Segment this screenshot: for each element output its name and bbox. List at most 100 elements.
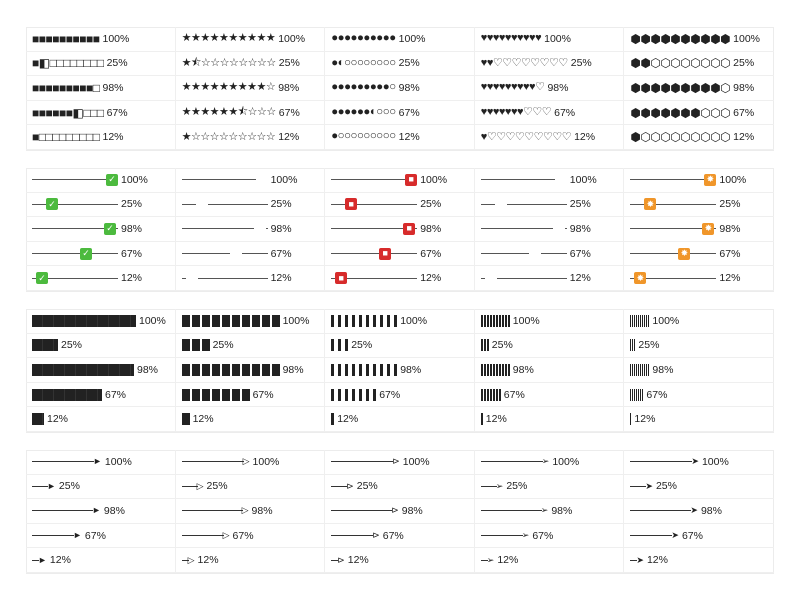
slider-cell: ✸ 67% [624, 242, 774, 267]
arrow-cell: ➤ 25% [624, 475, 774, 500]
slider-line-right [197, 277, 268, 279]
bar-cell: 98% [175, 358, 326, 383]
arrowhead-filled-icon: ► [47, 480, 56, 491]
progress-blocks [331, 339, 349, 352]
rating-cell: ♥♥♥♥♥♥♥♥♥♥ 100% [474, 27, 625, 52]
slider-line-left [181, 277, 186, 279]
arrow-shaft [630, 485, 647, 487]
rating-cell: ★⯪☆☆☆☆☆☆☆☆ 25% [175, 51, 326, 77]
progress-blocks [480, 388, 501, 401]
bar-cell: 98% [624, 358, 774, 383]
sun-icon: ✸ [678, 247, 691, 260]
slider-line-right [241, 253, 268, 255]
slider-cell: ◆ 12% [474, 266, 625, 291]
slider-track: ✸ [630, 173, 717, 187]
progress-arrow: ➢ [480, 457, 549, 466]
value-label: 12% [192, 413, 214, 426]
value-label: 98% [282, 363, 304, 376]
rating-cell: ★★★★★★⯪☆☆☆ 67% [175, 100, 326, 126]
slider-line-left [181, 179, 256, 181]
value-label: 98% [401, 504, 423, 517]
slider-track: ✸ [630, 271, 717, 285]
bar-cell: 98% [26, 358, 176, 383]
progress-blocks [480, 339, 489, 352]
value-label: 100% [278, 32, 306, 45]
progress-blocks [630, 413, 632, 426]
circle-icon-rating: ●◐○○○○○○○○ [331, 56, 396, 69]
slider-line-left [630, 203, 645, 205]
progress-arrow: ► [32, 555, 47, 565]
value-label: 12% [398, 131, 420, 144]
slider-line-left [32, 228, 104, 230]
diamond-icon: ◆ [557, 174, 565, 185]
slider-cell: ✓ 100% [26, 168, 176, 193]
arrow-cell: ► 98% [26, 499, 176, 524]
star-icon-rating: ★★★★★★⯪☆☆☆ [181, 106, 277, 119]
value-label: 67% [379, 388, 401, 401]
slider-line-right [391, 253, 418, 255]
arrowhead-narrow-icon: ➤ [690, 505, 698, 516]
bar-panel: 100% 100% 100% 100% 100% 25% 25% 25% 25% 25% 98% 98… [26, 309, 774, 433]
circle-icon-rating: ●○○○○○○○○○ [331, 130, 396, 143]
value-label: 12% [270, 272, 292, 285]
value-label: 98% [400, 363, 422, 376]
slider-track: ✓ [32, 247, 118, 261]
slider-track: ✓ [32, 197, 118, 211]
rating-cell: ●○○○○○○○○○ 12% [325, 125, 475, 150]
sun-icon: ✸ [702, 222, 715, 235]
value-label: 67% [232, 529, 254, 542]
slider-panel: ✓ 100% ★ 100% ■ 100% ◆ 100% ✸ 100% ✓ 25% ★ 25% ■ 25% ◆ 25… [26, 168, 774, 292]
value-label: 98% [733, 81, 755, 94]
bar-cell: 67% [624, 383, 774, 408]
rating-cell: ⬢⬢⬢⬢⬢⬢⬢⬢⬢⬡ 98% [624, 76, 774, 101]
rating-cell: ●●●●●●◐○○○ 67% [325, 100, 475, 126]
progress-arrow: ⊳ [331, 531, 380, 540]
bar-cell: 98% [474, 358, 625, 383]
slider-cell: ■ 67% [325, 241, 475, 267]
value-label: 100% [719, 173, 747, 186]
progress-arrow: ➢ [480, 555, 494, 565]
arrowhead-tag-icon: ⊳ [391, 505, 399, 516]
arrow-shaft [630, 510, 692, 512]
arrow-cell: ⊳ 25% [325, 474, 475, 500]
value-label: 67% [278, 106, 300, 119]
value-label: 25% [58, 480, 80, 493]
slider-track: ◆ [480, 173, 567, 187]
progress-arrow: ⊳ [331, 555, 345, 565]
slider-track: ✓ [32, 271, 118, 285]
checkmark-icon: ✓ [46, 198, 58, 211]
value-label: 25% [491, 339, 513, 352]
progress-blocks [630, 339, 636, 352]
slider-track: ■ [331, 173, 418, 187]
value-label: 98% [547, 81, 569, 94]
value-label: 25% [733, 57, 755, 70]
arrowhead-open-icon: ▷ [196, 480, 204, 491]
progress-arrow: ➤ [630, 506, 698, 515]
slider-cell: ◆ 98% [474, 217, 625, 242]
value-label: 25% [351, 339, 373, 352]
arrow-shaft [480, 485, 497, 487]
progress-arrow: ➢ [480, 531, 529, 540]
slider-line-left [630, 253, 679, 255]
progress-blocks [480, 314, 510, 327]
slider-line-left [480, 277, 485, 279]
arrow-cell: ⊳ 98% [325, 499, 475, 524]
rating-cell: ⬢⬡⬡⬡⬡⬡⬡⬡⬡⬡ 12% [624, 125, 774, 150]
slider-track: ■ [331, 197, 418, 211]
progress-blocks [480, 363, 510, 376]
slider-track: ✸ [630, 197, 717, 211]
value-label: 98% [652, 363, 674, 376]
slider-track: ✸ [630, 247, 717, 261]
slider-line-right [646, 277, 717, 279]
progress-arrow: ► [32, 480, 56, 491]
arrow-cell: ▷ 98% [175, 499, 326, 524]
value-label: 98% [121, 222, 143, 235]
value-label: 98% [103, 504, 125, 517]
arrow-cell: ⊳ 100% [325, 450, 475, 475]
value-label: 100% [400, 314, 428, 327]
bar-cell: 67% [474, 382, 625, 408]
value-label: 100% [139, 314, 166, 327]
value-label: 100% [552, 455, 580, 468]
arrowhead-tag-icon: ⊳ [372, 530, 380, 541]
progress-arrow: ⊳ [331, 506, 399, 515]
